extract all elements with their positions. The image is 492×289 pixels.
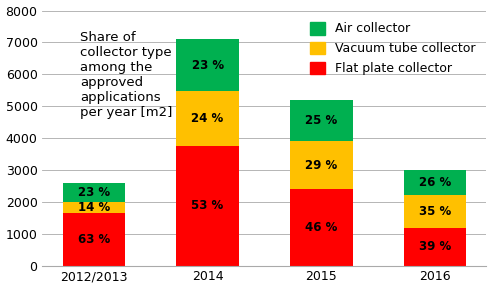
- Text: 24 %: 24 %: [191, 112, 224, 125]
- Bar: [62, 183, 125, 202]
- Bar: [176, 91, 239, 146]
- Text: Share of
collector type
among the
approved
applications
per year [m2]: Share of collector type among the approv…: [80, 31, 173, 119]
- Bar: [290, 141, 353, 189]
- Bar: [176, 39, 239, 91]
- Bar: [176, 146, 239, 266]
- Text: 25 %: 25 %: [305, 114, 338, 127]
- Text: 63 %: 63 %: [78, 233, 110, 246]
- Bar: [404, 228, 466, 266]
- Text: 23 %: 23 %: [191, 59, 224, 72]
- Bar: [404, 195, 466, 228]
- Text: 46 %: 46 %: [305, 221, 338, 234]
- Bar: [290, 100, 353, 141]
- Legend: Air collector, Vacuum tube collector, Flat plate collector: Air collector, Vacuum tube collector, Fl…: [305, 17, 480, 80]
- Text: 29 %: 29 %: [305, 159, 338, 172]
- Text: 39 %: 39 %: [419, 240, 451, 253]
- Bar: [290, 189, 353, 266]
- Bar: [62, 213, 125, 266]
- Text: 14 %: 14 %: [78, 201, 110, 214]
- Text: 23 %: 23 %: [78, 186, 110, 199]
- Text: 35 %: 35 %: [419, 205, 451, 218]
- Text: 26 %: 26 %: [419, 176, 451, 189]
- Bar: [62, 202, 125, 213]
- Bar: [404, 170, 466, 195]
- Text: 53 %: 53 %: [191, 199, 224, 212]
